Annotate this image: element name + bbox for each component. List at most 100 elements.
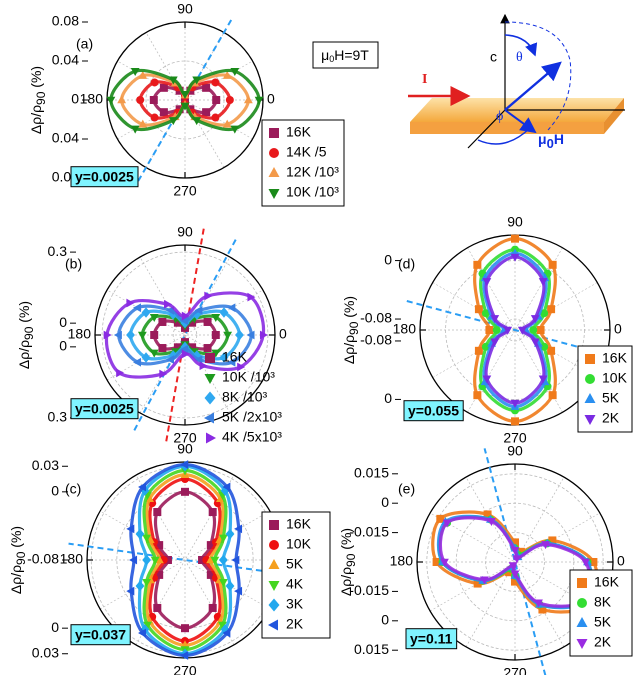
- spoke: [145, 32, 225, 168]
- grid-circle: [455, 502, 575, 622]
- marker: [133, 357, 142, 367]
- marker: [222, 482, 231, 492]
- marker: [158, 317, 167, 326]
- marker: [490, 315, 500, 324]
- legend-label: 8K /10³: [222, 389, 267, 405]
- legend-marker: [584, 393, 596, 403]
- marker: [211, 314, 221, 323]
- marker: [181, 624, 189, 633]
- note: y=0.11: [410, 631, 453, 647]
- marker: [192, 117, 202, 126]
- marker: [442, 519, 452, 528]
- grid-circle: [145, 60, 225, 140]
- field-sub: 0: [329, 54, 334, 64]
- marker: [142, 554, 152, 566]
- marker: [219, 352, 229, 363]
- legend-marker: [268, 189, 280, 199]
- marker: [188, 343, 197, 352]
- legend-marker: [269, 148, 279, 158]
- marker: [481, 309, 490, 318]
- legend-marker: [268, 598, 280, 612]
- marker: [113, 330, 122, 340]
- marker: [190, 348, 199, 357]
- angle-label: 0: [617, 553, 625, 569]
- marker: [116, 368, 125, 378]
- legend-marker: [576, 617, 588, 627]
- marker: [483, 510, 492, 519]
- y-label-part: 90: [344, 553, 358, 567]
- r-tick-label: -0.015: [349, 523, 389, 539]
- slab-front: [410, 122, 604, 134]
- r-tick-label: 0: [51, 619, 59, 635]
- marker: [503, 326, 513, 335]
- marker: [218, 534, 228, 543]
- marker: [212, 96, 221, 104]
- marker: [149, 96, 158, 104]
- legend-label: 10K /10³: [222, 369, 275, 385]
- marker: [508, 562, 518, 571]
- r-tick-label: 0.03: [32, 644, 59, 660]
- marker: [225, 580, 235, 592]
- angle-label: 270: [503, 665, 527, 675]
- h: H: [554, 131, 564, 147]
- marker: [133, 303, 142, 313]
- marker: [436, 514, 445, 523]
- y-axis-label: Δρ/ρ90 (%): [16, 301, 36, 369]
- legend-label: 16K: [594, 574, 620, 590]
- note: y=0.0025: [75, 169, 134, 185]
- legend-label: 5K: [286, 556, 304, 572]
- guide-line: [133, 239, 237, 431]
- marker: [482, 278, 492, 287]
- marker: [159, 83, 168, 92]
- angle-label: 270: [173, 430, 197, 446]
- legend-label: 10K /10³: [286, 184, 339, 200]
- marker: [181, 311, 190, 321]
- marker: [208, 603, 217, 612]
- marker: [482, 375, 492, 384]
- angle-label: 180: [60, 551, 84, 567]
- marker: [223, 331, 233, 340]
- legend-marker: [268, 559, 280, 569]
- y-label-part: 90: [22, 326, 36, 340]
- marker: [208, 508, 217, 517]
- note: y=0.055: [408, 403, 459, 419]
- marker: [220, 624, 230, 635]
- legend-box: [261, 511, 331, 639]
- legend-marker: [576, 639, 588, 649]
- marker: [203, 317, 212, 326]
- marker: [181, 487, 189, 496]
- marker: [530, 315, 540, 324]
- y-label-part: (%): [28, 66, 44, 92]
- legend-marker: [269, 520, 279, 530]
- marker: [103, 330, 112, 340]
- r-tick-label: 0.04: [52, 130, 79, 146]
- marker: [589, 558, 598, 566]
- y-label-part: Δρ/ρ: [28, 105, 44, 134]
- r-tick-label: 0.3: [48, 243, 68, 259]
- panel-label: (e): [398, 481, 415, 497]
- legend-label: 10K: [602, 370, 628, 386]
- marker: [192, 76, 202, 85]
- legend-label: 2K: [594, 634, 612, 650]
- marker: [481, 342, 490, 351]
- grid-circle: [485, 532, 545, 592]
- y-axis-label: Δρ/ρ90 (%): [338, 528, 358, 596]
- angle-label: 180: [68, 326, 92, 342]
- panel-label: (b): [65, 256, 82, 272]
- marker: [126, 524, 135, 534]
- marker: [141, 352, 151, 363]
- marker: [137, 331, 147, 340]
- r-tick-label: 0: [381, 494, 389, 510]
- r-tick-label: -0.015: [349, 582, 389, 598]
- marker: [218, 578, 228, 587]
- theta-arc: [504, 34, 538, 57]
- marker: [203, 344, 212, 353]
- marker: [126, 329, 135, 341]
- marker: [155, 570, 164, 579]
- marker: [547, 346, 556, 355]
- legend-label: 3K: [286, 596, 304, 612]
- legend-marker: [204, 391, 216, 405]
- marker: [259, 330, 268, 340]
- marker: [237, 362, 246, 372]
- marker: [181, 349, 190, 359]
